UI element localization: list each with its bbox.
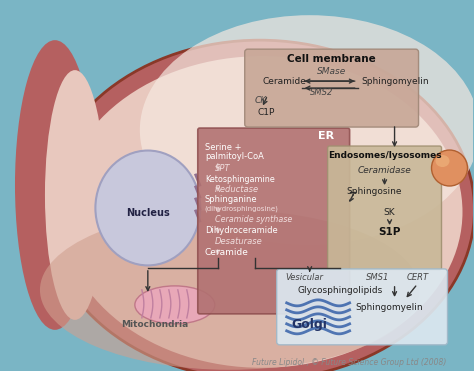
Text: Nucleus: Nucleus	[126, 208, 170, 218]
Text: Ketosphingamine: Ketosphingamine	[205, 174, 274, 184]
FancyBboxPatch shape	[198, 128, 350, 314]
Text: Sphinganine: Sphinganine	[205, 196, 257, 204]
Ellipse shape	[61, 56, 463, 368]
Text: Sphingomyelin: Sphingomyelin	[356, 303, 423, 312]
Ellipse shape	[40, 210, 419, 370]
Text: Desaturase: Desaturase	[215, 237, 263, 246]
Text: SMS2: SMS2	[310, 88, 333, 96]
Text: Future Lipidol., © Future Science Group Ltd (2008): Future Lipidol., © Future Science Group …	[253, 358, 447, 367]
Text: Glycosphingolipids: Glycosphingolipids	[297, 286, 382, 295]
Ellipse shape	[15, 40, 95, 330]
Text: Ceramide: Ceramide	[205, 249, 249, 257]
Ellipse shape	[140, 15, 474, 245]
FancyBboxPatch shape	[277, 269, 447, 345]
Text: Dihydroceramide: Dihydroceramide	[205, 226, 277, 236]
Text: CK: CK	[255, 96, 267, 105]
Text: CERT: CERT	[407, 273, 428, 282]
Text: ER: ER	[318, 131, 334, 141]
Text: SPT: SPT	[215, 164, 230, 173]
Ellipse shape	[45, 40, 474, 371]
Text: Endosomes/lysosomes: Endosomes/lysosomes	[328, 151, 441, 160]
Ellipse shape	[135, 286, 215, 324]
Text: (dihydrosphingosine): (dihydrosphingosine)	[205, 206, 279, 212]
Text: Sphingosine: Sphingosine	[347, 187, 402, 197]
Text: Serine +: Serine +	[205, 142, 241, 151]
Ellipse shape	[95, 151, 201, 265]
Text: Sphingomyelin: Sphingomyelin	[362, 77, 429, 86]
Text: Golgi: Golgi	[292, 318, 328, 331]
Text: Ceramidase: Ceramidase	[358, 165, 411, 174]
Text: SK: SK	[384, 209, 395, 217]
Ellipse shape	[436, 155, 449, 167]
Text: S1P: S1P	[378, 227, 401, 237]
Text: palmitoyl-CoA: palmitoyl-CoA	[205, 151, 264, 161]
Ellipse shape	[45, 70, 105, 320]
Text: C1P: C1P	[258, 108, 275, 116]
FancyBboxPatch shape	[245, 49, 419, 127]
FancyBboxPatch shape	[328, 146, 441, 270]
Text: Vesicular: Vesicular	[286, 273, 324, 282]
Text: Mitochondria: Mitochondria	[121, 320, 189, 329]
Text: Reductase: Reductase	[215, 186, 259, 194]
Text: SMS1: SMS1	[366, 273, 389, 282]
Text: Cell membrane: Cell membrane	[287, 54, 376, 64]
Text: Ceramide synthase: Ceramide synthase	[215, 216, 292, 224]
Text: Ceramide: Ceramide	[263, 77, 307, 86]
Text: SMase: SMase	[317, 67, 346, 76]
Ellipse shape	[431, 150, 467, 186]
